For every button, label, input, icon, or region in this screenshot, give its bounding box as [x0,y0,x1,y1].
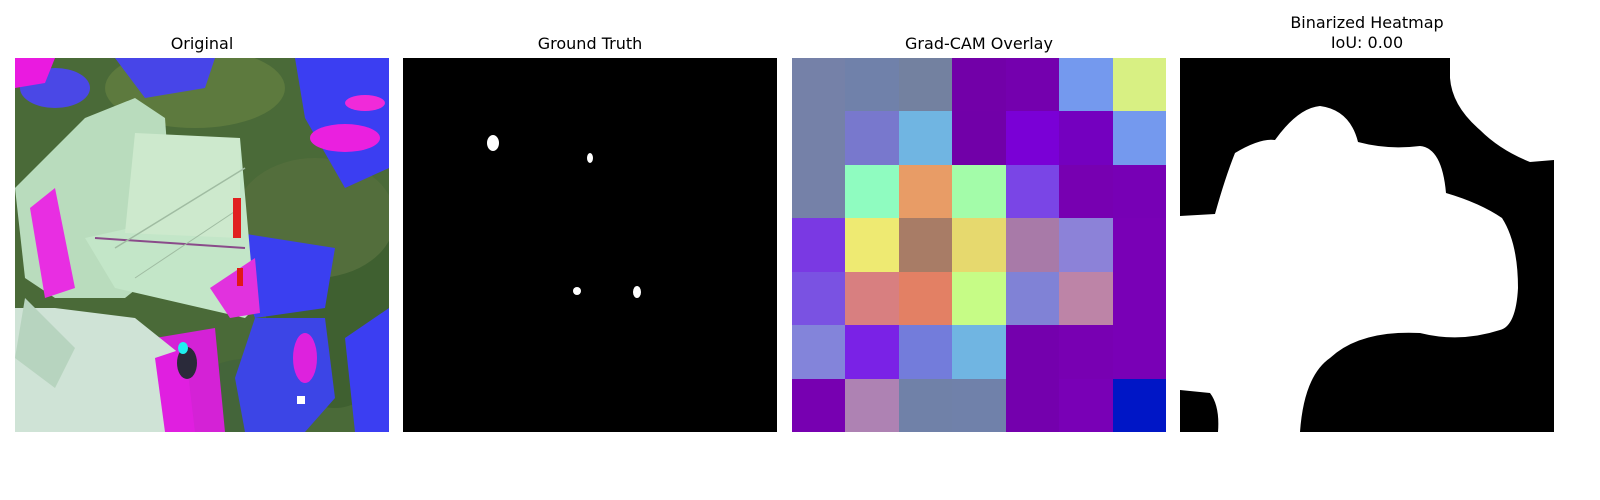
gradcam-cell [792,218,845,272]
gradcam-cell [1006,58,1059,111]
panel-title-binarized: Binarized Heatmap IoU: 0.00 [1180,13,1554,53]
gradcam-cell [1059,165,1113,218]
gradcam-cell [1059,218,1113,272]
panel-title-ground-truth: Ground Truth [537,34,643,53]
gradcam-cell [952,111,1006,165]
gradcam-cell [1113,165,1166,218]
gradcam-cell [1006,218,1059,272]
gradcam-cell [952,218,1006,272]
gradcam-overlay-panel [792,58,1166,432]
binarized-title: Binarized Heatmap [1290,13,1444,32]
panel-title-original: Original [170,34,234,53]
gradcam-cell [845,272,899,325]
gradcam-cell [845,218,899,272]
gradcam-cell [952,165,1006,218]
lesion-spot [573,287,581,295]
gradcam-cell [1113,325,1166,379]
gradcam-cell [1113,111,1166,165]
gradcam-cell [952,272,1006,325]
gradcam-cell [1006,379,1059,432]
lesion-spot [487,135,499,151]
lesion-spot [633,286,641,298]
original-image [15,58,389,432]
gradcam-cell [1113,218,1166,272]
gradcam-cell [792,165,845,218]
gradcam-cell [792,379,845,432]
gradcam-cell [1059,379,1113,432]
gradcam-cell [899,379,952,432]
gradcam-cell [792,325,845,379]
binarized-region [1180,106,1518,432]
gradcam-cell [952,58,1006,111]
gradcam-cell [792,58,845,111]
ground-truth-panel [403,58,777,432]
gradcam-cell [1006,165,1059,218]
gradcam-cell [1006,272,1059,325]
gradcam-cell [952,379,1006,432]
gradcam-cell [1059,272,1113,325]
binarized-heatmap-panel [1180,58,1554,432]
gradcam-cell [1059,58,1113,111]
gradcam-cell [1059,111,1113,165]
binarized-region [1450,58,1554,162]
binarized-heatmap [1180,58,1554,432]
gradcam-cell [899,325,952,379]
gradcam-cell [899,218,952,272]
gradcam-cell [899,272,952,325]
original-image-panel [15,58,389,432]
gradcam-cell [845,58,899,111]
gradcam-cell [845,111,899,165]
gradcam-cell [792,111,845,165]
gradcam-cell [1113,58,1166,111]
gradcam-cell [1113,379,1166,432]
gradcam-cell [792,272,845,325]
iou-label: IoU: 0.00 [1330,33,1404,52]
gradcam-cell [845,325,899,379]
gradcam-cell [1059,325,1113,379]
gradcam-cell [845,379,899,432]
panel-title-gradcam: Grad-CAM Overlay [905,34,1053,53]
gradcam-heatmap-grid [792,58,1166,432]
gradcam-cell [899,165,952,218]
gradcam-cell [1006,325,1059,379]
gradcam-cell [1006,111,1059,165]
gradcam-cell [899,111,952,165]
lesion-spot [587,153,593,163]
gradcam-cell [899,58,952,111]
ground-truth-mask [403,58,777,432]
gradcam-cell [845,165,899,218]
gradcam-cell [952,325,1006,379]
gradcam-cell [1113,272,1166,325]
